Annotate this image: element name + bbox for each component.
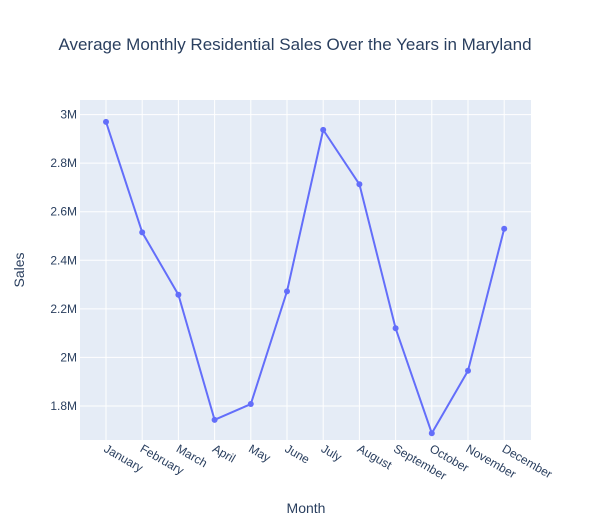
x-tick-label: June — [283, 441, 313, 466]
y-tick-labels: 1.8M 2M 2.2M 2.4M 2.6M 2.8M 3M — [50, 108, 77, 413]
x-axis-title: Month — [287, 500, 326, 516]
data-point — [103, 118, 109, 125]
data-point — [356, 181, 363, 188]
series-group — [103, 118, 508, 437]
data-point — [139, 229, 146, 236]
chart-title: Average Monthly Residential Sales Over t… — [58, 35, 531, 54]
data-point — [175, 291, 182, 298]
y-axis-title: Sales — [11, 252, 27, 287]
x-tick-label: January — [102, 441, 146, 474]
data-point — [247, 401, 254, 408]
data-point — [465, 367, 471, 374]
data-point — [211, 416, 218, 423]
y-tick-label: 2.4M — [50, 253, 77, 267]
x-tick-label: May — [246, 441, 273, 464]
data-point — [428, 430, 435, 437]
y-tick-label: 2.6M — [50, 205, 77, 219]
y-tick-label: 3M — [60, 108, 77, 122]
data-point — [392, 325, 399, 332]
data-point — [320, 126, 327, 133]
y-tick-label: 2.2M — [50, 302, 77, 316]
x-gridlines — [105, 100, 505, 440]
x-tick-label: August — [355, 441, 395, 472]
y-tick-label: 2M — [60, 350, 77, 364]
data-point — [284, 288, 290, 295]
y-tick-label: 1.8M — [50, 399, 77, 413]
data-point — [501, 225, 508, 232]
x-tick-label: April — [210, 441, 238, 465]
plot-background — [80, 100, 531, 440]
x-tick-label: July — [319, 441, 344, 464]
series-line — [105, 121, 506, 435]
y-tick-label: 2.8M — [50, 156, 77, 170]
